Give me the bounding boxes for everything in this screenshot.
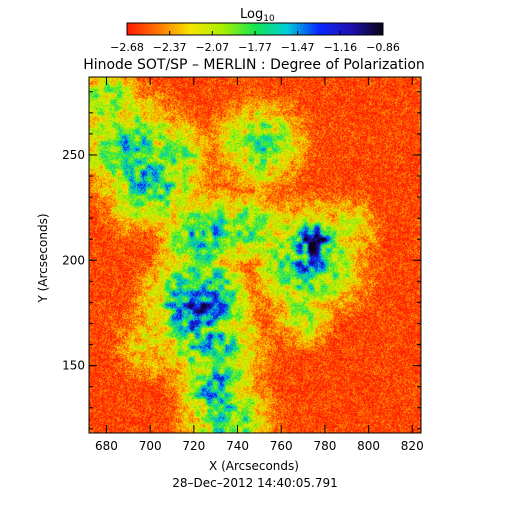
x-tick-label: 800 [357,439,380,453]
y-axis-label: Y (Arcseconds) [36,213,50,303]
x-tick-label: 680 [95,439,118,453]
colorbar-tick-label: −1.77 [238,41,272,54]
colorbar-tick-label: −1.47 [281,41,315,54]
x-tick-label: 700 [139,439,162,453]
timestamp: 28–Dec–2012 14:40:05.791 [172,476,337,490]
y-tick-label: 250 [62,148,85,162]
polarization-map [89,77,421,433]
x-axis-label: X (Arcseconds) [209,459,299,473]
colorbar-label: Log10 [240,7,275,24]
axes: 680 700 720 740 760 780 800 820 150 200 250 [62,77,424,453]
y-tick-label: 200 [62,253,85,267]
plot-frame [88,76,422,434]
colorbar-tick-label: −2.07 [195,41,229,54]
colorbar-tick-label: −2.37 [153,41,187,54]
x-tick-label: 780 [313,439,336,453]
x-tick-label: 820 [401,439,424,453]
colorbar-tick-label: −1.16 [323,41,357,54]
colorbar-tick-label: −0.86 [366,41,400,54]
x-tick-label: 760 [270,439,293,453]
x-tick-label: 740 [226,439,249,453]
chart-title: Hinode SOT/SP – MERLIN : Degree of Polar… [83,57,425,73]
colorbar-ticks: −2.68 −2.37 −2.07 −1.77 −1.47 −1.16 −0.86 [110,31,400,54]
y-tick-label: 150 [62,359,85,373]
colorbar-tick-label: −2.68 [110,41,144,54]
x-tick-label: 720 [182,439,205,453]
